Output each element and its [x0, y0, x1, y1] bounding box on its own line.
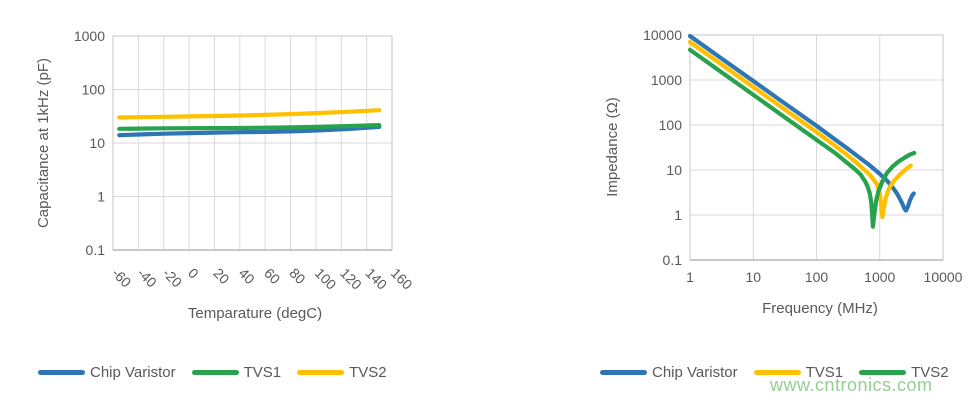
- impedance-chart-legend: Chip Varistor TVS1 TVS2: [600, 364, 949, 381]
- capacitance-chart-legend: Chip Varistor TVS1 TVS2: [38, 364, 387, 381]
- x-tick-label: 160: [388, 265, 416, 293]
- x-tick-label: 1: [686, 269, 694, 285]
- x-tick-label: 100: [805, 269, 829, 285]
- tvs1-line-swatch-icon: [191, 370, 239, 375]
- x-tick-label: 1000: [864, 269, 895, 285]
- tvs2-line: [117, 108, 382, 120]
- x-axis-title: Temparature (degC): [188, 305, 322, 322]
- y-tick-label: 10000: [643, 27, 682, 43]
- chip-varistor-line-swatch-icon: [600, 370, 647, 375]
- legend-item-tvs2: TVS2: [859, 364, 949, 381]
- x-tick-label: -20: [160, 265, 186, 291]
- legend-label: TVS2: [349, 364, 387, 381]
- x-tick-label: -40: [134, 265, 160, 291]
- legend-item-chip-varistor: Chip Varistor: [600, 364, 738, 381]
- tvs2-line-swatch-icon: [297, 370, 345, 375]
- legend-item-tvs2: TVS2: [297, 364, 387, 381]
- y-tick-label: 100: [82, 82, 106, 98]
- chip-varistor-line-swatch-icon: [38, 370, 85, 375]
- tvs1-line: [117, 122, 382, 131]
- legend-item-tvs1: TVS1: [753, 364, 844, 381]
- tvs2-line-swatch-icon: [859, 370, 907, 375]
- chip-varistor-line: [117, 124, 382, 138]
- y-axis-title: Impedance (Ω): [604, 97, 621, 197]
- x-tick-label: -60: [109, 265, 135, 291]
- legend-label: Chip Varistor: [90, 364, 176, 381]
- x-tick-label: 20: [210, 265, 232, 287]
- legend-item-chip-varistor: Chip Varistor: [38, 364, 176, 381]
- y-tick-label: 10: [89, 135, 105, 151]
- x-axis-title: Frequency (MHz): [762, 300, 878, 317]
- y-tick-label: 1000: [651, 72, 682, 88]
- x-tick-label: 0: [185, 265, 202, 282]
- tvs2-line: [687, 47, 917, 229]
- y-tick-label: 10: [666, 162, 682, 178]
- x-tick-label: 40: [236, 265, 258, 287]
- x-tick-label: 10: [745, 269, 761, 285]
- y-tick-label: 0.1: [663, 252, 683, 268]
- tvs1-line-swatch-icon: [753, 370, 801, 375]
- y-tick-label: 100: [659, 117, 683, 133]
- legend-label: TVS1: [805, 364, 844, 381]
- legend-label: Chip Varistor: [652, 364, 738, 381]
- x-tick-label: 140: [362, 265, 390, 293]
- y-axis-title: Capacitance at 1kHz (pF): [35, 58, 52, 228]
- x-tick-label: 60: [261, 265, 283, 287]
- x-tick-label: 80: [286, 265, 308, 287]
- x-tick-label: 10000: [924, 269, 963, 285]
- tvs1-line: [687, 39, 913, 220]
- legend-label: TVS2: [911, 364, 949, 381]
- x-tick-label: 100: [312, 265, 340, 293]
- legend-label: TVS1: [243, 364, 282, 381]
- y-tick-label: 0.1: [86, 242, 106, 258]
- y-tick-label: 1000: [74, 28, 105, 44]
- legend-item-tvs1: TVS1: [191, 364, 282, 381]
- watermark: www.cntronics.com: [770, 375, 933, 395]
- y-tick-label: 1: [97, 189, 105, 205]
- y-tick-label: 1: [674, 207, 682, 223]
- x-tick-label: 120: [337, 265, 365, 293]
